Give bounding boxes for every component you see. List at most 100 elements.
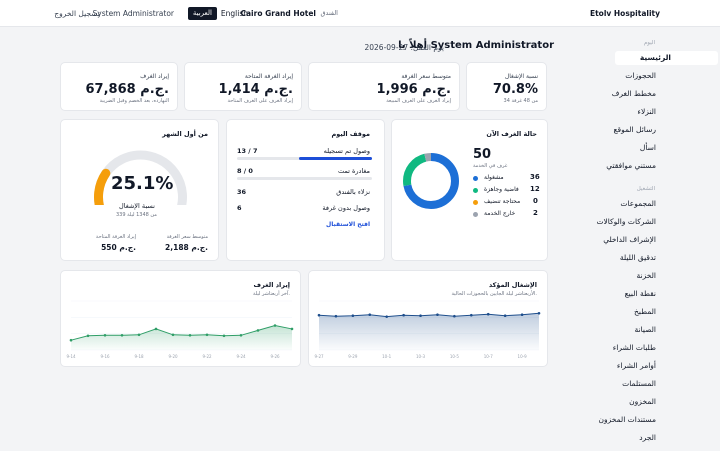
sidebar-item-site-messages[interactable]: رسائل الموقع [613,125,657,134]
card-title: حالة الغرف الآن [486,130,537,138]
room-revenue-card: إيراد الغرف آخر أربعتاشر ليلة. 9-14 9-16 9… [60,270,301,367]
sidebar: اليوم الرئيسية الحجوزات مخطط الغرف النزل… [557,27,720,451]
data-point [470,313,473,317]
series-line [318,312,540,318]
user-name: System Administrator [92,9,174,18]
inhouse-label: نزلاء بالفندق [336,188,370,196]
kpi-label: إيراد الغرف [140,73,169,80]
x-tick-label: 9-27 [314,354,324,359]
sidebar-item-approvals[interactable]: مستني موافقتي [606,161,656,170]
status-count-dirty: 0 [533,197,538,205]
chart-subtitle: آخر أربعتاشر ليلة. [253,291,290,297]
data-point [222,334,226,338]
x-tick-label: 10-7 [484,354,494,359]
chart-title: الإشغال المؤكد [488,281,537,289]
occupancy-forecast-card: الإشغال المؤكد الأربعتاشر ليلة الجايين ب… [308,270,548,367]
arrivals-progress-fill [299,157,372,160]
data-point [351,314,355,317]
data-point [537,311,541,315]
sidebar-item-purchase-requests[interactable]: طلبات الشراء [612,343,656,352]
donut-segment-3 [403,153,459,209]
sidebar-item-companies[interactable]: الشركات والوكالات [596,217,656,226]
kpi-label: إيراد الغرفة المتاحة [244,73,293,80]
rooms-in-service-caption: غرف في الخدمة [473,163,508,169]
sidebar-item-receipts[interactable]: المستلمات [622,379,656,388]
kpi-value: 70.8% [492,82,538,97]
walkin-label: وصول بدون غرفة [322,204,370,212]
sidebar-item-ask[interactable]: اسأل [639,143,656,152]
mtd-occupancy-value: 25.1% [111,173,174,194]
business-date: يوم العمل: 27-09-2026 [364,43,444,52]
data-point [453,314,456,318]
kpi-subtext: 34 من 48 غرفة [503,98,538,104]
data-point [290,327,294,331]
arrivals-label: وصول تم تسجيله [323,147,370,155]
data-point [137,333,141,337]
lang-english-button[interactable]: English [220,9,248,18]
x-tick-label: 10-1 [382,354,392,359]
logout-link[interactable]: تسجيل الخروج [54,9,100,18]
departures-label: مغادرة تمت [337,167,370,175]
data-point [402,313,405,317]
lang-arabic-button[interactable]: العربية [187,7,217,20]
donut-segment-1 [403,153,459,209]
kpi-value: 1,414 ج.م. [218,82,293,97]
sidebar-item-pos[interactable]: نقطة البيع [624,289,656,298]
sidebar-item-housekeeping[interactable]: الإشراف الداخلي [603,235,656,244]
x-tick-label: 9-22 [202,354,212,359]
data-point [334,314,338,318]
data-point [385,315,388,318]
inhouse-value: 36 [237,188,247,196]
status-dot-dirty [473,200,478,205]
x-tick-label: 9-24 [236,354,246,359]
data-point [256,329,260,332]
sidebar-item-stock-count[interactable]: الجرد [639,433,656,442]
sidebar-item-room-chart[interactable]: مخطط الغرف [611,89,656,98]
data-point [171,333,175,337]
hotel-selector[interactable]: Cairo Grand Hotel [240,9,316,18]
data-point [154,327,158,331]
top-bar: Etolv Hospitality الفندق Cairo Grand Hot… [0,0,720,27]
x-tick-label: 10-9 [518,354,528,359]
kpi-subtext: إيراد الغرف على الغرف المتاحة [227,98,293,104]
mtd-occupancy-label: نسبة الإشغال [119,202,155,210]
kpi-value: 67,868 ج.م. [85,82,170,97]
sidebar-item-cashier[interactable]: الخزنة [636,271,656,280]
status-label-vacant: فاضية وجاهزة [484,186,519,193]
sidebar-item-groups[interactable]: المجموعات [620,199,656,208]
occupancy-forecast-chart: 9-27 9-29 10-1 10-3 10-5 10-7 10-9 [314,300,541,359]
data-point [436,313,439,317]
room-status-donut [403,153,459,209]
mtd-adr-value: 2,188 ج.م. [165,243,208,252]
sidebar-item-inventory-docs[interactable]: مستندات المخزون [598,415,656,424]
data-point [486,312,490,316]
data-point [368,313,372,317]
status-count-out-of-service: 2 [533,209,538,217]
status-dot-occupied [473,176,478,181]
sidebar-item-maintenance[interactable]: الصيانة [634,325,656,334]
data-point [520,313,524,317]
sidebar-item-reservations[interactable]: الحجوزات [625,71,656,80]
sidebar-item-home[interactable]: الرئيسية [615,51,718,65]
open-reception-link[interactable]: افتح الاستقبال [326,221,370,228]
sidebar-item-kitchen[interactable]: المطبخ [634,307,656,316]
data-point [188,334,192,337]
mtd-card: من أول الشهر 25.1% نسبة الإشغال من 1348 … [60,119,219,261]
page-title: أهلاً يا System Administrator [398,40,554,51]
today-status-card: موقف اليوم وصول تم تسجيله 13 / 7 مغادرة … [226,119,385,261]
sidebar-item-purchase-orders[interactable]: أوامر الشراء [616,361,656,370]
sidebar-item-inventory[interactable]: المخزون [629,397,656,406]
sidebar-section-today: اليوم [643,40,655,46]
sidebar-item-night-audit[interactable]: تدقيق الليلة [619,253,656,262]
departures-value: 8 / 0 [237,167,253,175]
sidebar-item-guests[interactable]: النزلاء [637,107,656,116]
kpi-subtext: إيراد الغرف على الغرف المبيعة [386,98,451,104]
x-tick-label: 9-16 [100,354,110,359]
x-tick-label: 9-20 [168,354,178,359]
hotel-label: الفندق [320,9,339,17]
arrivals-progress [237,157,372,160]
data-point [239,334,243,337]
x-tick-label: 10-5 [450,354,460,359]
walkin-value: 6 [237,204,242,212]
brand-name: Etolv Hospitality [589,9,660,18]
